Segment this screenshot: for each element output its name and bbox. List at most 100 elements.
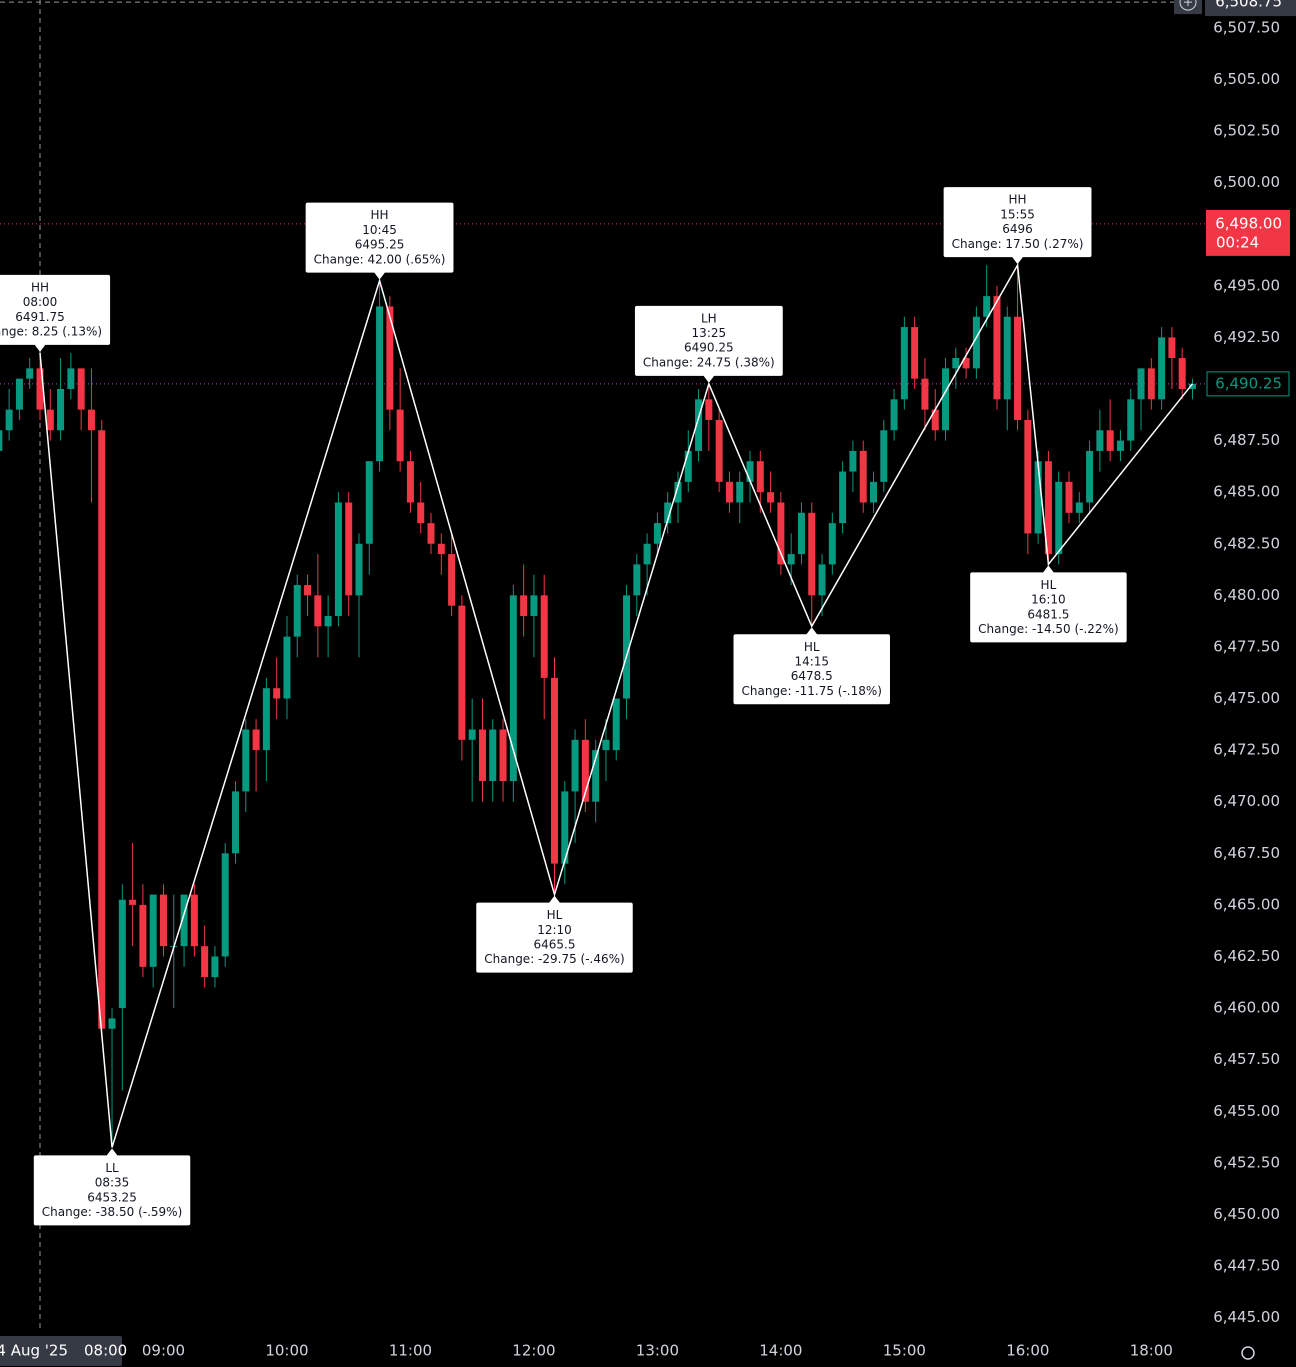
candle-body: [756, 461, 764, 493]
last-price-box: [1206, 371, 1290, 397]
pivot-pointer: [702, 374, 715, 383]
pivot-change: Change: 42.00 (.65%): [314, 252, 446, 266]
y-tick-label: 6,475.00: [1213, 689, 1280, 707]
pivot-box: [305, 202, 454, 273]
x-tick-label: 12:00: [512, 1342, 555, 1360]
pivot-box: [733, 634, 890, 705]
pivot-price: 6491.75: [15, 310, 65, 324]
pivot-price: 6495.25: [355, 238, 405, 252]
candle-body: [1075, 502, 1083, 513]
y-tick-label: 6,460.00: [1213, 999, 1280, 1017]
candle-body: [468, 729, 476, 740]
x-tick-label: 09:00: [142, 1342, 185, 1360]
crosshair-time-box: [0, 1336, 122, 1366]
candle-body: [1086, 450, 1094, 503]
y-tick-label: 6,472.50: [1213, 741, 1280, 759]
candle-body: [149, 894, 157, 967]
add-button: [1179, 0, 1197, 11]
candle-body: [520, 595, 528, 616]
pivot-change: Change: 24.75 (.38%): [643, 355, 775, 369]
x-tick-label: 18:00: [1130, 1342, 1173, 1360]
candle-body: [1188, 383, 1196, 389]
y-tick-label: 6,477.50: [1213, 637, 1280, 655]
alert-countdown: 00:24: [1216, 233, 1259, 251]
candle-body: [489, 729, 497, 782]
candle-body: [57, 388, 65, 431]
candle-body: [283, 636, 291, 699]
candle-body: [828, 523, 836, 565]
candle-body: [509, 595, 517, 782]
pivot-price: 6496: [1002, 222, 1033, 236]
candle-body: [551, 677, 558, 864]
alert-price-box: [1206, 209, 1290, 256]
crosshair-price-label: 6,508.75: [1215, 0, 1282, 11]
candle-body: [118, 899, 126, 1009]
candle-body: [1096, 430, 1104, 451]
y-tick-label: 6,462.50: [1213, 947, 1280, 965]
candle-body: [942, 368, 950, 431]
y-tick-label: 6,465.00: [1213, 895, 1280, 913]
candle-body: [869, 481, 877, 503]
settings-icon[interactable]: [1241, 1346, 1255, 1360]
pivot-change: Change: 17.50 (.27%): [952, 237, 1084, 251]
candle-body: [859, 450, 867, 503]
candle-body: [1003, 316, 1011, 400]
candle-body: [1065, 481, 1073, 513]
pivot-box: [0, 274, 111, 345]
candle-body: [365, 461, 373, 544]
candle-body: [880, 430, 888, 482]
pivot-change: Change: -38.50 (-.59%): [42, 1205, 182, 1219]
candle-body: [46, 409, 54, 431]
candle-body: [77, 368, 85, 410]
candle-body: [900, 327, 908, 400]
pivot-type: HL: [1041, 578, 1057, 592]
pivot-change: Change: -14.50 (-.22%): [978, 622, 1118, 636]
candle-body: [478, 729, 486, 782]
pivot-price: 6478.5: [791, 669, 833, 683]
y-tick-label: 6,505.00: [1213, 70, 1280, 88]
y-tick-label: 6,445.00: [1213, 1308, 1280, 1326]
pivot-type: HL: [804, 640, 820, 654]
candle-body: [983, 296, 991, 317]
x-tick-label: 15:00: [883, 1342, 926, 1360]
candle-body: [139, 904, 147, 967]
pivot-pointer: [805, 627, 818, 636]
candle-body: [890, 399, 898, 431]
pivot-change: Change: 8.25 (.13%): [0, 324, 102, 338]
candle-body: [695, 399, 703, 451]
pivot-type: HL: [547, 908, 563, 922]
y-tick-label: 6,467.50: [1213, 844, 1280, 862]
candle-body: [1158, 337, 1166, 400]
candle-body: [427, 523, 435, 544]
candle-body: [684, 450, 692, 482]
candle-body: [355, 543, 363, 596]
candle-body: [1127, 399, 1135, 441]
candle-body: [797, 512, 805, 555]
pivot-box: [943, 187, 1092, 258]
y-tick-label: 6,470.00: [1213, 792, 1280, 810]
candle-body: [808, 512, 816, 596]
candle-body: [201, 946, 209, 978]
candle-body: [725, 481, 733, 503]
candle-body: [530, 595, 538, 616]
candle-body: [211, 956, 219, 978]
candle-body: [581, 739, 589, 802]
candle-body: [87, 409, 95, 431]
candle-body: [849, 450, 857, 472]
y-tick-label: 6,495.00: [1213, 276, 1280, 294]
candle-body: [324, 615, 332, 627]
candle-body: [818, 564, 826, 596]
pivot-time: 08:35: [95, 1176, 130, 1190]
pivot-box: [33, 1155, 191, 1226]
candle-body: [15, 378, 23, 410]
crosshair-time: 08:00: [84, 1342, 127, 1360]
candle-body: [633, 564, 641, 596]
add-button-plus: [1184, 0, 1192, 7]
candle-body: [623, 595, 631, 699]
